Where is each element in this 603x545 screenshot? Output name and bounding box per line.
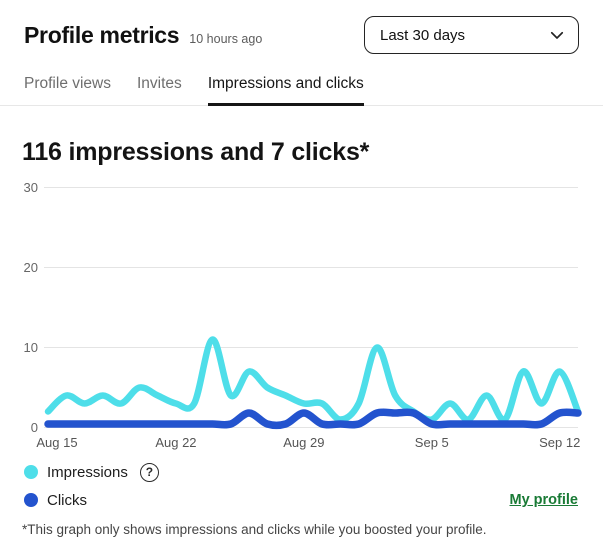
x-axis-tick-aug-29: Aug 29	[283, 435, 324, 450]
y-axis-tick-20: 20	[24, 260, 38, 275]
chevron-down-icon	[550, 31, 564, 39]
impressions-line	[44, 336, 582, 423]
metrics-tabs: Profile views Invites Impressions and cl…	[0, 75, 603, 106]
page-title: Profile metrics	[24, 21, 180, 48]
chart-headline: 116 impressions and 7 clicks*	[22, 138, 370, 166]
impressions-color-dot	[24, 465, 38, 479]
legend-item-impressions: Impressions ?	[24, 461, 159, 483]
y-axis-tick-0: 0	[31, 420, 38, 435]
x-axis-tick-sep-5: Sep 5	[415, 435, 449, 450]
chart-legend: Impressions ? Clicks	[24, 461, 159, 517]
legend-item-clicks: Clicks	[24, 489, 159, 511]
y-axis-tick-10: 10	[24, 340, 38, 355]
last-updated-text: 10 hours ago	[189, 31, 263, 46]
date-range-dropdown[interactable]: Last 30 days	[364, 16, 579, 54]
my-profile-link[interactable]: My profile	[509, 492, 578, 508]
chart-footnote: *This graph only shows impressions and c…	[22, 522, 487, 537]
x-axis-tick-sep-12: Sep 12	[539, 435, 580, 450]
clicks-color-dot	[24, 493, 38, 507]
help-icon[interactable]: ?	[139, 462, 159, 482]
x-axis-tick-aug-22: Aug 22	[155, 435, 196, 450]
tab-profile-views[interactable]: Profile views	[24, 75, 111, 92]
x-axis-tick-aug-15: Aug 15	[36, 435, 77, 450]
legend-label-impressions: Impressions	[47, 463, 128, 481]
legend-label-clicks: Clicks	[47, 491, 87, 509]
tab-invites[interactable]: Invites	[137, 75, 182, 92]
header: Profile metrics 10 hours ago Last 30 day…	[0, 0, 603, 54]
clicks-line	[44, 408, 582, 430]
y-axis-tick-30: 30	[24, 180, 38, 195]
date-range-value: Last 30 days	[380, 26, 466, 44]
tab-impressions-and-clicks[interactable]: Impressions and clicks	[207, 75, 364, 106]
